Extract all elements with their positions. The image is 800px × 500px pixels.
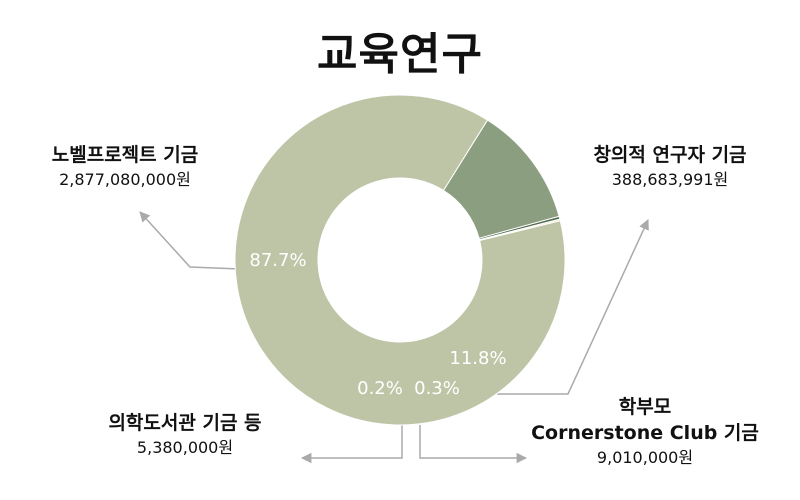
slice-label-nobel-project: 노벨프로젝트 기금 2,877,080,000원 <box>20 142 230 192</box>
slice-nobel-project <box>234 94 566 426</box>
leader-line-medical-library <box>300 425 403 464</box>
percent-label-nobel-project: 87.7% <box>249 250 306 271</box>
donut-slices <box>234 94 566 426</box>
leader-line-cornerstone-club <box>419 425 528 464</box>
chart-title: 교육연구 <box>317 29 483 80</box>
slice-label-medical-library: 의학도서관 기금 등 5,380,000원 <box>70 410 300 460</box>
percent-label-creative-researcher: 11.8% <box>449 348 506 369</box>
slice-amount: 2,877,080,000원 <box>59 170 191 189</box>
slice-name: 의학도서관 기금 등 <box>108 412 262 434</box>
slice-name-line-2: Cornerstone Club 기금 <box>531 422 759 444</box>
slice-label-creative-researcher: 창의적 연구자 기금 388,683,991원 <box>560 142 780 192</box>
slice-amount: 5,380,000원 <box>136 438 234 457</box>
percent-labels: 11.8% 0.3% 0.2% 87.7% <box>249 250 506 399</box>
slice-label-cornerstone-club: 학부모 Cornerstone Club 기금 9,010,000원 <box>520 394 770 470</box>
leader-line-nobel-project <box>139 211 241 270</box>
leader-lines <box>139 211 649 464</box>
slice-amount: 388,683,991원 <box>611 170 729 189</box>
leader-line-creative-researcher <box>497 219 649 395</box>
slice-name: 노벨프로젝트 기금 <box>51 144 199 166</box>
percent-label-medical-library: 0.2% <box>357 378 403 399</box>
percent-label-cornerstone-club: 0.3% <box>414 378 460 399</box>
slice-name-line-1: 학부모 <box>618 396 672 418</box>
slice-name: 창의적 연구자 기금 <box>593 144 747 166</box>
slice-amount: 9,010,000원 <box>596 448 694 467</box>
